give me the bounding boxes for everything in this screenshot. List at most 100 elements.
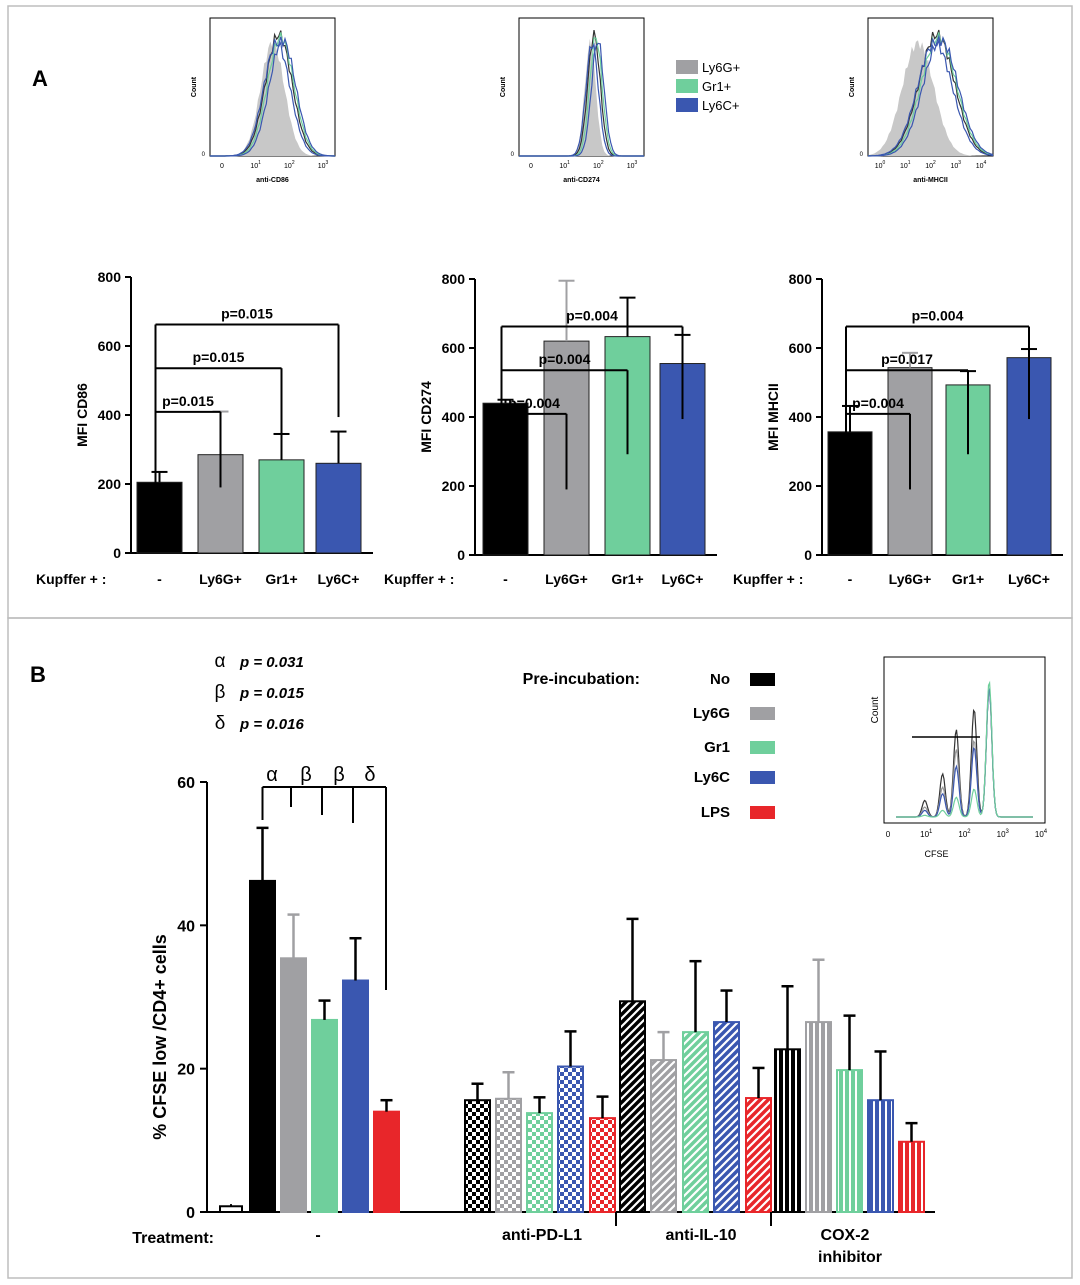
bar-lps-1 bbox=[373, 1110, 400, 1213]
histogram-xlabel: anti-MHCII bbox=[913, 177, 948, 184]
panel-a-legend: Ly6G+ Gr1+ Ly6C+ bbox=[676, 60, 740, 113]
y-tick-label: 400 bbox=[789, 409, 813, 425]
y-tick-label: 0 bbox=[186, 1205, 195, 1222]
tick-exponent: 3 bbox=[326, 160, 329, 166]
bar-no-3 bbox=[619, 1000, 646, 1213]
legend-label: Ly6C bbox=[694, 769, 730, 786]
y-tick-label: 600 bbox=[442, 340, 466, 356]
stat-text: p = 0.031 bbox=[239, 654, 304, 671]
treatment-none: - bbox=[315, 1227, 320, 1244]
legend-swatch-gr1 bbox=[750, 741, 775, 754]
x-tick-label: Gr1+ bbox=[265, 571, 297, 587]
bracket-symbol: α bbox=[266, 764, 278, 786]
inset-x-tick: 103 bbox=[997, 829, 1010, 839]
legend-swatch-ly6c bbox=[750, 771, 775, 784]
histogram-x-tick: 101 bbox=[900, 160, 911, 170]
bar-gr1-3 bbox=[682, 1031, 709, 1214]
y-tick-label: 20 bbox=[177, 1062, 195, 1079]
histogram-x-tick: 101 bbox=[559, 160, 570, 170]
y-tick-label: 400 bbox=[442, 409, 466, 425]
legend-label: Gr1 bbox=[704, 739, 730, 756]
tick-exponent: 2 bbox=[967, 829, 971, 835]
histogram-x-tick: 103 bbox=[318, 160, 329, 170]
legend-label: Ly6G+ bbox=[702, 60, 740, 75]
histogram-y-tick: 0 bbox=[202, 152, 206, 158]
histogram-line bbox=[519, 42, 644, 157]
panel-b-frame bbox=[7, 617, 1073, 1279]
treatment-anti-pd-l1: anti-PD-L1 bbox=[502, 1227, 582, 1244]
comparison-label: p=0.015 bbox=[193, 349, 245, 365]
bar-ly6g-3 bbox=[650, 1059, 677, 1213]
bar-- bbox=[482, 402, 529, 556]
kupffer-label-3: Kupffer + : bbox=[733, 571, 803, 587]
bar-Ly6C+ bbox=[315, 462, 362, 554]
tick-exponent: 2 bbox=[601, 160, 604, 166]
x-tick-label: Ly6C+ bbox=[662, 571, 704, 587]
tick-exponent: 2 bbox=[933, 160, 936, 166]
bar-ly6c-4 bbox=[867, 1099, 894, 1213]
kupffer-label-2: Kupffer + : bbox=[384, 571, 454, 587]
x-tick-label: Ly6G+ bbox=[199, 571, 242, 587]
histogram-line bbox=[868, 29, 994, 157]
bar-- bbox=[136, 481, 183, 554]
bar-gr1-1 bbox=[311, 1018, 338, 1214]
y-tick-label: 200 bbox=[442, 478, 466, 494]
legend-swatch bbox=[676, 60, 698, 74]
histogram-1: Count 0 0 101 102 103 anti-CD86 bbox=[191, 17, 336, 184]
tick-exponent: 4 bbox=[984, 160, 987, 166]
bar-ly6c-2 bbox=[557, 1065, 584, 1214]
histogram-line bbox=[868, 38, 994, 157]
panel-b-legend: No Ly6G Gr1 Ly6C LPS bbox=[693, 671, 775, 821]
x-tick-label: Gr1+ bbox=[952, 571, 984, 587]
legend-swatch bbox=[676, 79, 698, 93]
legend-swatch-ly6g bbox=[750, 707, 775, 720]
bar-no-1 bbox=[249, 879, 276, 1214]
bar-ly6g-2 bbox=[495, 1097, 522, 1214]
histogram-ylabel: Count bbox=[191, 76, 198, 97]
treatment-cox-2: COX-2 bbox=[821, 1227, 870, 1244]
bar-ly6c-1 bbox=[342, 979, 369, 1213]
bar-ly6g-4 bbox=[805, 1021, 832, 1213]
tick-exponent: 1 bbox=[929, 829, 933, 835]
stat-symbol: α bbox=[215, 651, 226, 672]
histogram-2: Count 0 0 101 102 103 anti-CD274 bbox=[500, 17, 645, 184]
legend-label: No bbox=[710, 671, 730, 688]
x-tick-label: Ly6G+ bbox=[889, 571, 932, 587]
histogram-x-tick: 103 bbox=[627, 160, 638, 170]
y-tick-label: 200 bbox=[98, 476, 122, 492]
legend-swatch-no bbox=[750, 673, 775, 686]
y-axis-label: MFI MHCII bbox=[765, 383, 781, 451]
bar-baseline bbox=[219, 1205, 243, 1214]
bar-ly6g-1 bbox=[280, 957, 307, 1213]
comparison-label: p=0.004 bbox=[912, 308, 964, 324]
kupffer-label-1: Kupffer + : bbox=[36, 571, 106, 587]
bar-lps-4 bbox=[898, 1140, 925, 1214]
histogram-x-tick: 104 bbox=[976, 160, 987, 170]
histogram-y-tick: 0 bbox=[511, 152, 515, 158]
stat-text: p = 0.016 bbox=[239, 716, 304, 733]
histogram-xlabel: anti-CD274 bbox=[563, 177, 600, 184]
x-tick-label: Ly6C+ bbox=[318, 571, 360, 587]
tick-exponent: 1 bbox=[908, 160, 911, 166]
y-axis-label: MFI CD86 bbox=[74, 383, 90, 447]
inset-line-gr1 bbox=[896, 680, 1033, 818]
x-tick-label: Gr1+ bbox=[611, 571, 643, 587]
histogram-y-tick: 0 bbox=[860, 152, 864, 158]
tick-exponent: 1 bbox=[258, 160, 261, 166]
inset-x-tick: 0 bbox=[886, 830, 891, 839]
histogram-x-tick: 102 bbox=[925, 160, 936, 170]
stat-text: p = 0.015 bbox=[239, 685, 304, 702]
histogram-x-tick: 103 bbox=[950, 160, 961, 170]
histogram-line bbox=[210, 38, 335, 157]
histogram-x-tick: 101 bbox=[250, 160, 261, 170]
tick-exponent: 4 bbox=[1044, 829, 1048, 835]
bar-no-2 bbox=[464, 1099, 491, 1213]
bracket-symbol: δ bbox=[364, 764, 375, 786]
panel-a-label: A bbox=[32, 66, 48, 91]
comparison-label: p=0.004 bbox=[508, 395, 560, 411]
preincubation-title: Pre-incubation: bbox=[523, 671, 640, 688]
y-tick-label: 400 bbox=[98, 407, 122, 423]
y-tick-label: 0 bbox=[804, 547, 812, 563]
y-axis-label: MFI CD274 bbox=[418, 381, 434, 453]
